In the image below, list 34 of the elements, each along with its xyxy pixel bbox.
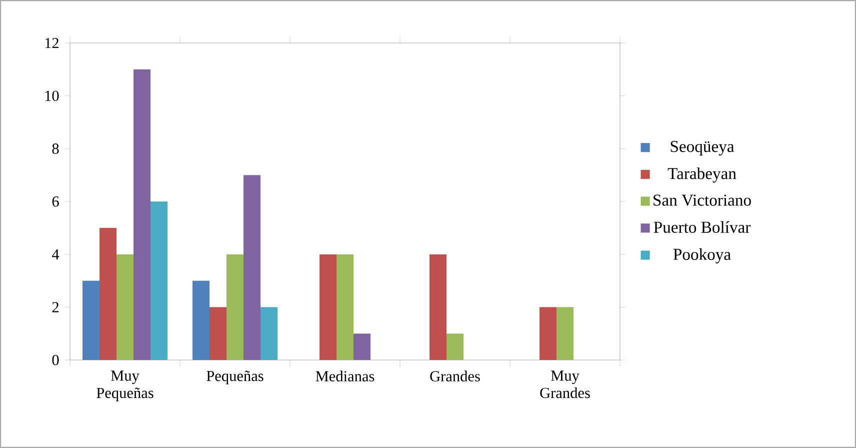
- bar: [134, 69, 150, 360]
- y-tick-label: 0: [52, 354, 59, 366]
- bar: [319, 254, 336, 360]
- bar: [354, 334, 370, 360]
- bar: [446, 334, 464, 360]
- bar: [336, 254, 354, 360]
- bar: [116, 254, 134, 360]
- legend-label: Pookoya: [673, 248, 731, 264]
- y-tick-label: 4: [52, 249, 60, 260]
- y-tick-label: 6: [52, 196, 59, 207]
- bar: [556, 307, 574, 360]
- x-tick-label: Muy Pequeñas: [96, 370, 154, 402]
- x-tick-label: Medianas: [316, 370, 374, 382]
- bar: [192, 280, 210, 360]
- legend-label: Tarabeyan: [668, 167, 736, 183]
- bar: [539, 307, 556, 360]
- bar: [244, 175, 260, 360]
- x-tick-label: Grandes: [430, 370, 480, 382]
- x-tick-label: Muy Grandes: [540, 370, 590, 398]
- x-tick-label: Pequeñas: [206, 370, 264, 384]
- bar: [226, 254, 244, 360]
- y-tick-label: 2: [52, 302, 58, 312]
- bar: [82, 280, 100, 360]
- legend-label: Puerto Bolívar: [654, 221, 751, 233]
- legend-label: San Victoriano: [654, 194, 751, 206]
- bar: [429, 254, 446, 360]
- bar: [100, 228, 116, 360]
- bar: [260, 307, 278, 360]
- bar: [150, 202, 168, 360]
- y-tick-label: 12: [45, 38, 58, 48]
- bar: [210, 307, 226, 360]
- legend-label: Seoqüeya: [670, 140, 734, 156]
- y-tick-label: 8: [52, 144, 59, 154]
- y-tick-label: 10: [45, 90, 59, 101]
